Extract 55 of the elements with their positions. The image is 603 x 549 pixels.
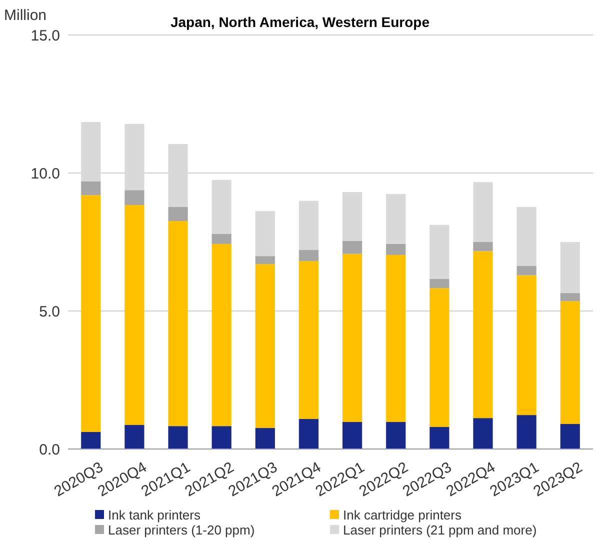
y-tick-label: 10.0 [30, 165, 60, 182]
bar [255, 256, 275, 264]
bar [124, 190, 144, 206]
bar [473, 242, 493, 252]
bar [560, 242, 580, 294]
bar [516, 206, 536, 266]
bar [386, 194, 406, 244]
bar [124, 424, 144, 449]
bar [212, 234, 232, 244]
bar [298, 250, 319, 262]
bar [342, 422, 362, 449]
bar [473, 251, 493, 418]
legend-label: Ink tank printers [108, 508, 201, 523]
bar [168, 426, 188, 449]
bar [168, 206, 188, 222]
bar [342, 254, 362, 422]
bar [255, 211, 275, 256]
bar [298, 418, 319, 449]
bar [212, 244, 232, 426]
y-tick-label: 5.0 [39, 303, 60, 320]
bar [430, 224, 450, 279]
bar [560, 424, 580, 449]
bar [473, 418, 493, 449]
bar [124, 205, 144, 425]
chart-title: Japan, North America, Western Europe [170, 14, 430, 30]
bar [430, 278, 450, 288]
y-axis-title: Million [4, 7, 47, 24]
bar [255, 264, 275, 428]
bar [386, 422, 406, 449]
bar [168, 221, 188, 426]
bar [212, 426, 232, 449]
bar [430, 426, 450, 449]
y-tick-label: 0.0 [39, 441, 60, 458]
bar [342, 240, 362, 254]
bar [560, 293, 580, 302]
bar [516, 275, 536, 416]
bar [81, 195, 101, 432]
bar [516, 266, 536, 276]
bar [298, 200, 319, 250]
legend-label: Laser printers (21 ppm and more) [343, 522, 537, 538]
bar [560, 301, 580, 424]
bar [298, 261, 319, 419]
bar [516, 415, 536, 449]
bar [386, 254, 406, 422]
bar [342, 192, 362, 241]
bar [212, 180, 232, 234]
y-tick-label: 15.0 [30, 27, 60, 44]
bar [430, 288, 450, 427]
bar [386, 244, 406, 255]
bar [255, 428, 275, 449]
bar [81, 432, 101, 449]
bar [473, 182, 493, 242]
bar [81, 181, 101, 196]
legend-label: Laser printers (1-20 ppm) [108, 522, 255, 538]
legend-label: Ink cartridge printers [343, 508, 462, 523]
